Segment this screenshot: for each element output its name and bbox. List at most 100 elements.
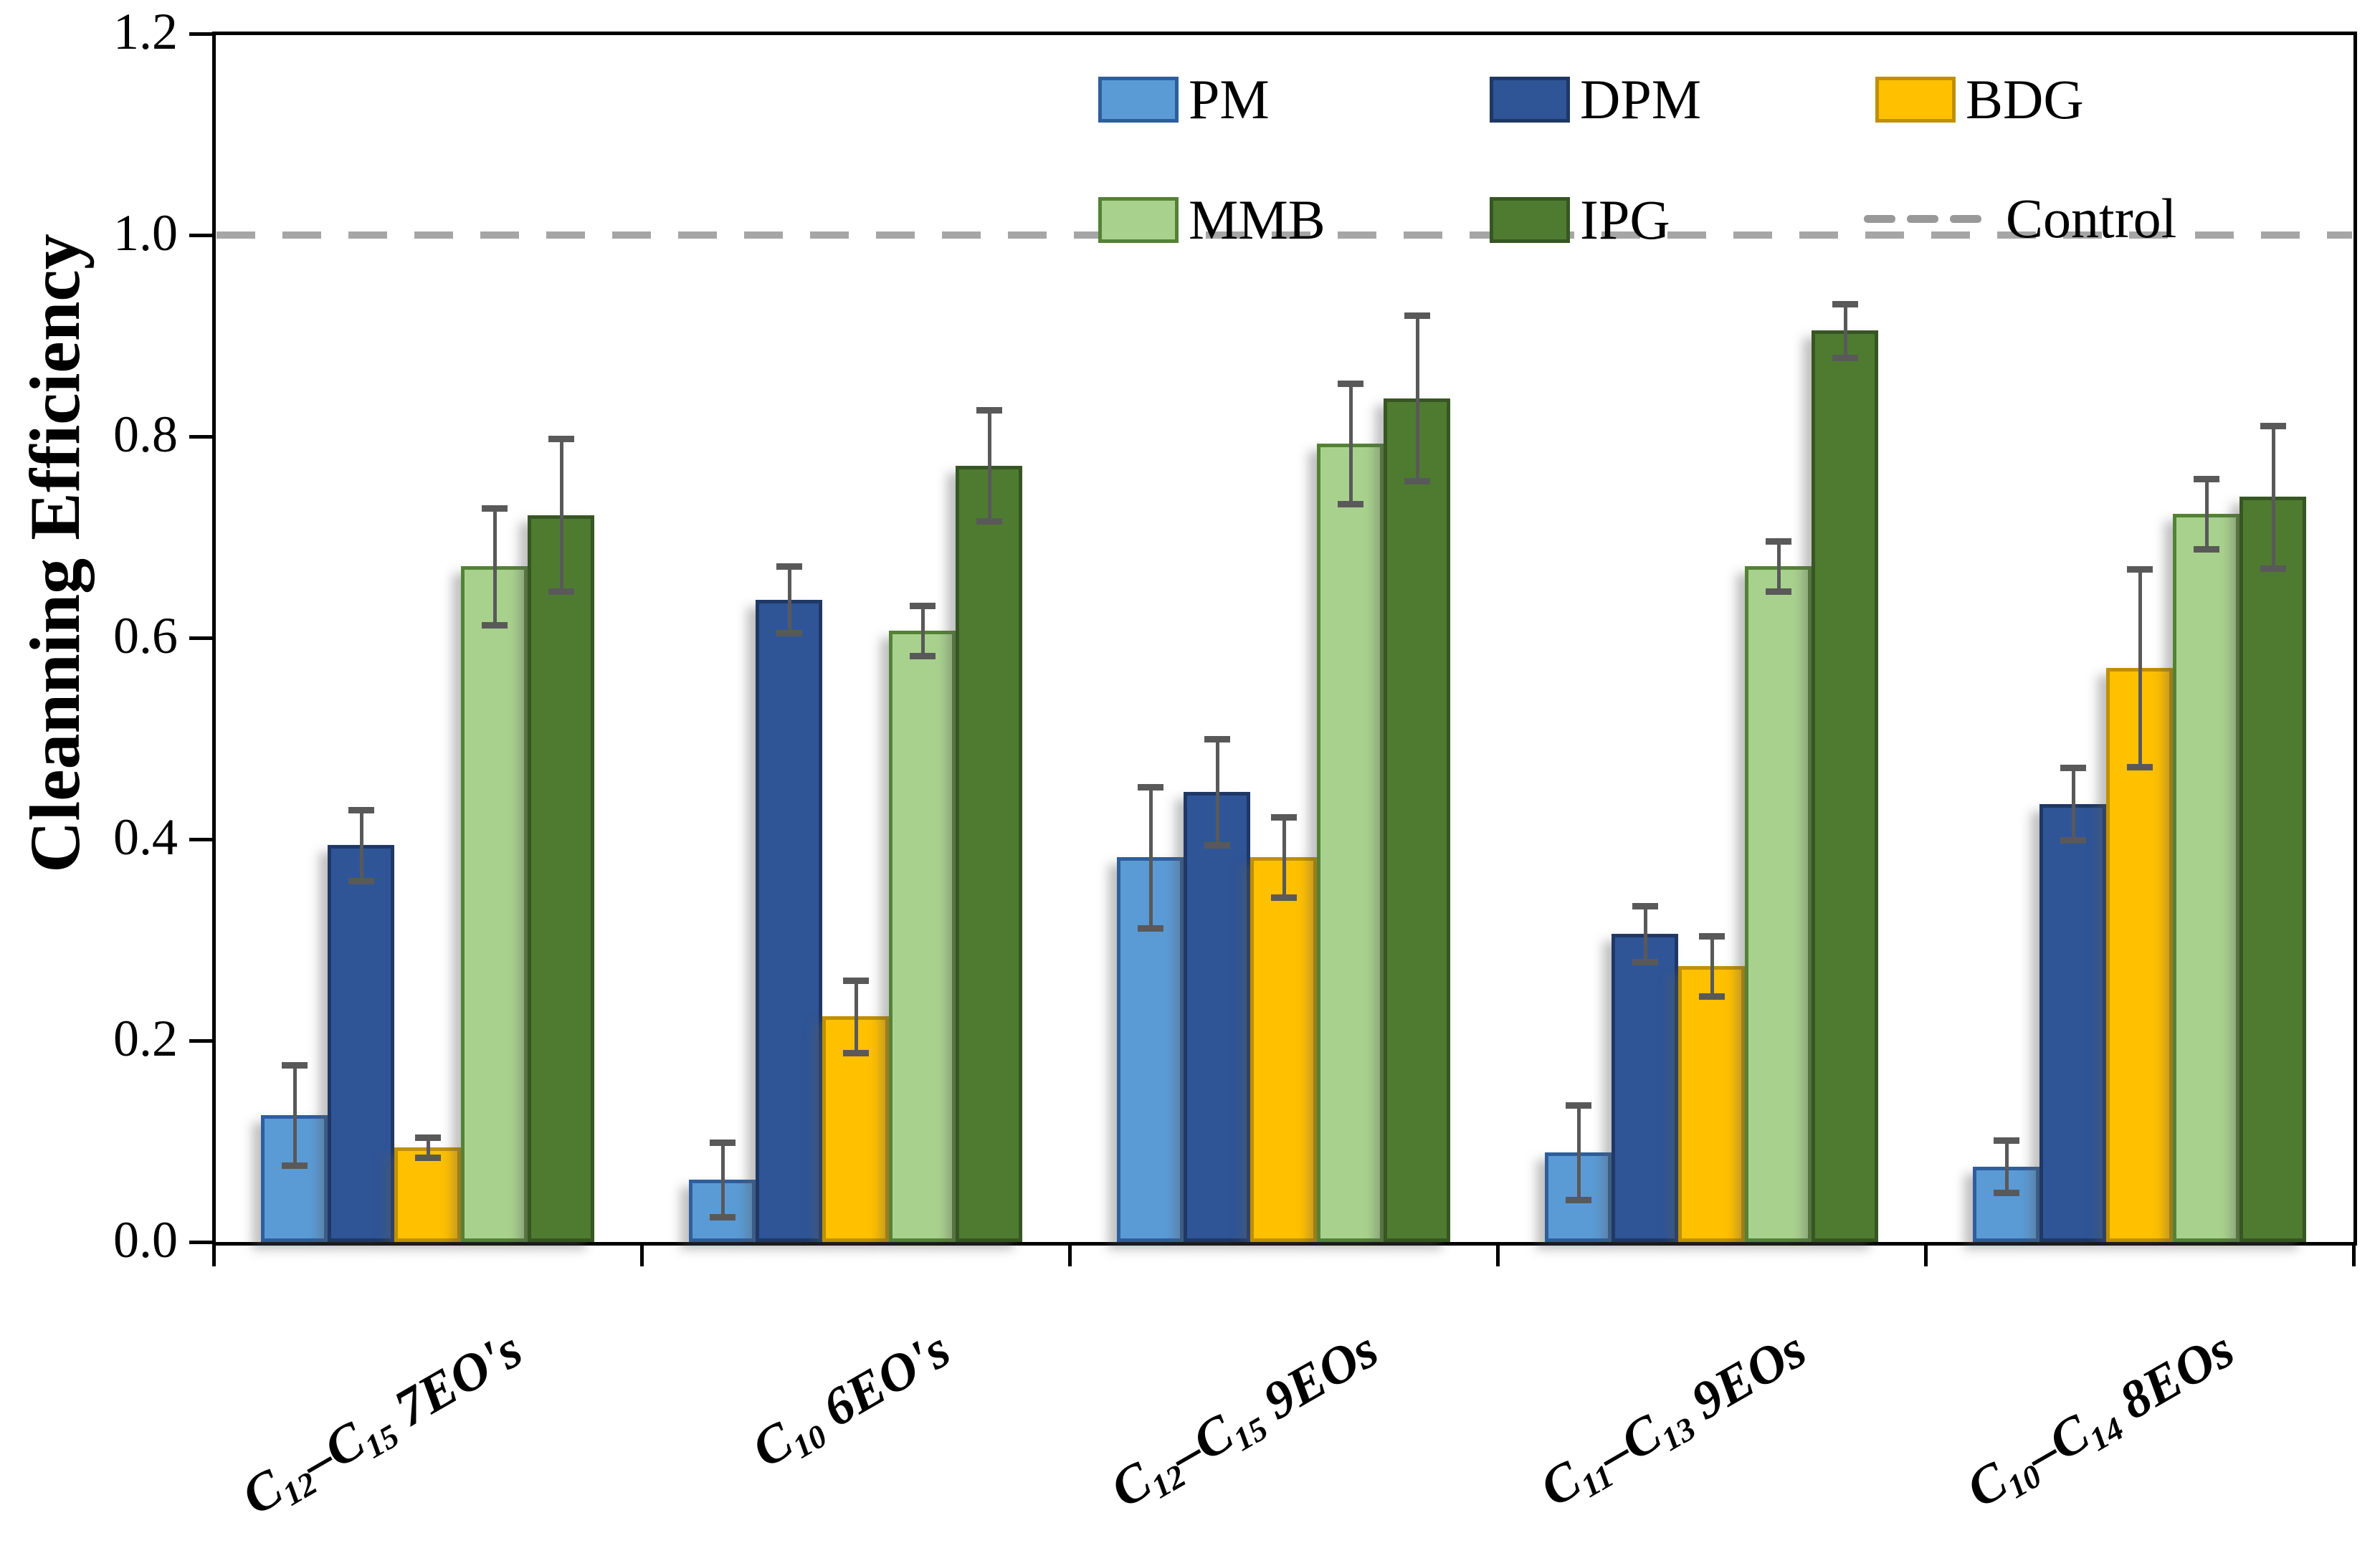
dash-icon: [1950, 214, 1981, 223]
error-bar-cap: [1698, 932, 1725, 940]
error-bar: [720, 1142, 725, 1217]
error-bar-cap: [1565, 1102, 1591, 1109]
error-bar: [1282, 817, 1286, 898]
bar-dpm-group5: [2039, 803, 2106, 1242]
bar-ipg-group3: [1384, 398, 1450, 1242]
error-bar-cap: [1270, 894, 1297, 902]
control-reference-line: [216, 231, 2352, 239]
error-bar-cap: [1832, 355, 1858, 362]
error-bar: [292, 1064, 297, 1166]
bar-dpm-group2: [756, 599, 822, 1242]
error-bar-cap: [842, 977, 869, 984]
subscript: 10: [2000, 1457, 2047, 1506]
x-axis-tick: [1924, 1242, 1928, 1266]
bar-dpm-group1: [328, 845, 394, 1242]
bar-ipg-group4: [1812, 330, 1878, 1242]
error-bar-cap: [1993, 1137, 2019, 1145]
subscript: 15: [358, 1417, 405, 1466]
error-bar-cap: [1993, 1190, 2019, 1197]
error-bar: [2271, 425, 2275, 569]
legend-item-control: Control: [1864, 191, 2176, 247]
error-bar-cap: [1632, 959, 1658, 966]
error-bar-cap: [776, 563, 802, 570]
subscript: 10: [786, 1417, 833, 1466]
error-bar-cap: [1565, 1196, 1591, 1203]
error-bar: [559, 438, 563, 592]
error-bar-cap: [976, 407, 1002, 414]
subscript: 12: [275, 1464, 323, 1513]
error-bar-cap: [281, 1061, 308, 1069]
bar-bdg-group4: [1678, 966, 1745, 1242]
x-axis-tick: [640, 1242, 644, 1266]
error-bar: [1843, 303, 1847, 358]
error-bar: [1776, 541, 1781, 592]
bar-mmb-group4: [1745, 566, 1812, 1242]
error-bar-cap: [1337, 380, 1363, 387]
error-bar-cap: [1270, 814, 1297, 821]
error-bar: [2071, 768, 2075, 841]
bar-ipg-group2: [956, 465, 1022, 1242]
error-bar: [787, 566, 791, 633]
x-axis-tick: [1068, 1242, 1072, 1266]
error-bar-cap: [909, 603, 936, 610]
error-bar: [2138, 569, 2142, 767]
error-bar-cap: [281, 1162, 308, 1170]
error-bar-cap: [1404, 312, 1430, 320]
error-bar: [2204, 479, 2209, 550]
dash-icon: [1907, 214, 1938, 223]
y-axis-tick: [189, 838, 212, 841]
y-axis-title: Cleanning Efficiency: [15, 234, 95, 873]
error-bar-cap: [2060, 837, 2086, 844]
y-axis-tick: [189, 1241, 212, 1244]
error-bar-cap: [1204, 842, 1230, 849]
legend-label-pm: PM: [1189, 68, 1270, 130]
error-bar-cap: [1337, 501, 1363, 508]
error-bar: [1710, 935, 1714, 997]
error-bar-cap: [548, 435, 574, 442]
error-bar-cap: [909, 653, 936, 660]
error-bar-cap: [481, 621, 508, 629]
x-axis-tick: [212, 1242, 216, 1266]
legend-label-bdg: BDG: [1966, 68, 2084, 130]
x-axis-tick: [1496, 1242, 1500, 1266]
subscript: 14: [2082, 1409, 2130, 1458]
error-bar-cap: [481, 505, 508, 512]
error-bar-cap: [842, 1049, 869, 1056]
error-bar-cap: [1632, 902, 1658, 909]
error-bar: [1415, 315, 1419, 481]
subscript: 12: [1144, 1457, 1191, 1506]
legend-swatch-bdg: [1875, 77, 1956, 123]
subscript: 13: [1655, 1409, 1702, 1458]
y-tick-label: 0.4: [113, 808, 178, 866]
legend-swatch-dpm: [1490, 77, 1570, 123]
y-axis-tick: [189, 234, 212, 237]
bar-mmb-group1: [461, 566, 528, 1242]
error-bar-cap: [1137, 783, 1163, 790]
y-axis-tick: [189, 636, 212, 640]
error-bar-cap: [1765, 588, 1791, 596]
legend-swatch-pm: [1098, 77, 1179, 123]
y-tick-label: 1.0: [113, 204, 178, 262]
x-axis-tick: [2352, 1242, 2356, 1266]
error-bar-cap: [414, 1134, 441, 1141]
subscript: 15: [1227, 1409, 1274, 1458]
legend-item-mmb: MMB: [1098, 192, 1325, 248]
bar-mmb-group3: [1317, 443, 1384, 1242]
error-bar-cap: [348, 877, 374, 884]
legend-item-dpm: DPM: [1490, 72, 1701, 128]
legend-dash-sample: [1864, 214, 1993, 223]
y-axis-tick: [189, 435, 212, 439]
legend-item-ipg: IPG: [1490, 192, 1670, 248]
y-tick-label: 0.2: [113, 1010, 178, 1068]
error-bar: [1148, 786, 1153, 928]
y-axis-tick: [189, 1039, 212, 1043]
legend-label-ipg: IPG: [1580, 188, 1670, 251]
error-bar: [920, 606, 925, 656]
error-bar: [2004, 1140, 2009, 1193]
error-bar: [987, 410, 991, 522]
bar-dpm-group3: [1184, 791, 1250, 1242]
error-bar: [1348, 383, 1353, 505]
error-bar: [426, 1137, 430, 1157]
error-bar: [854, 980, 858, 1053]
